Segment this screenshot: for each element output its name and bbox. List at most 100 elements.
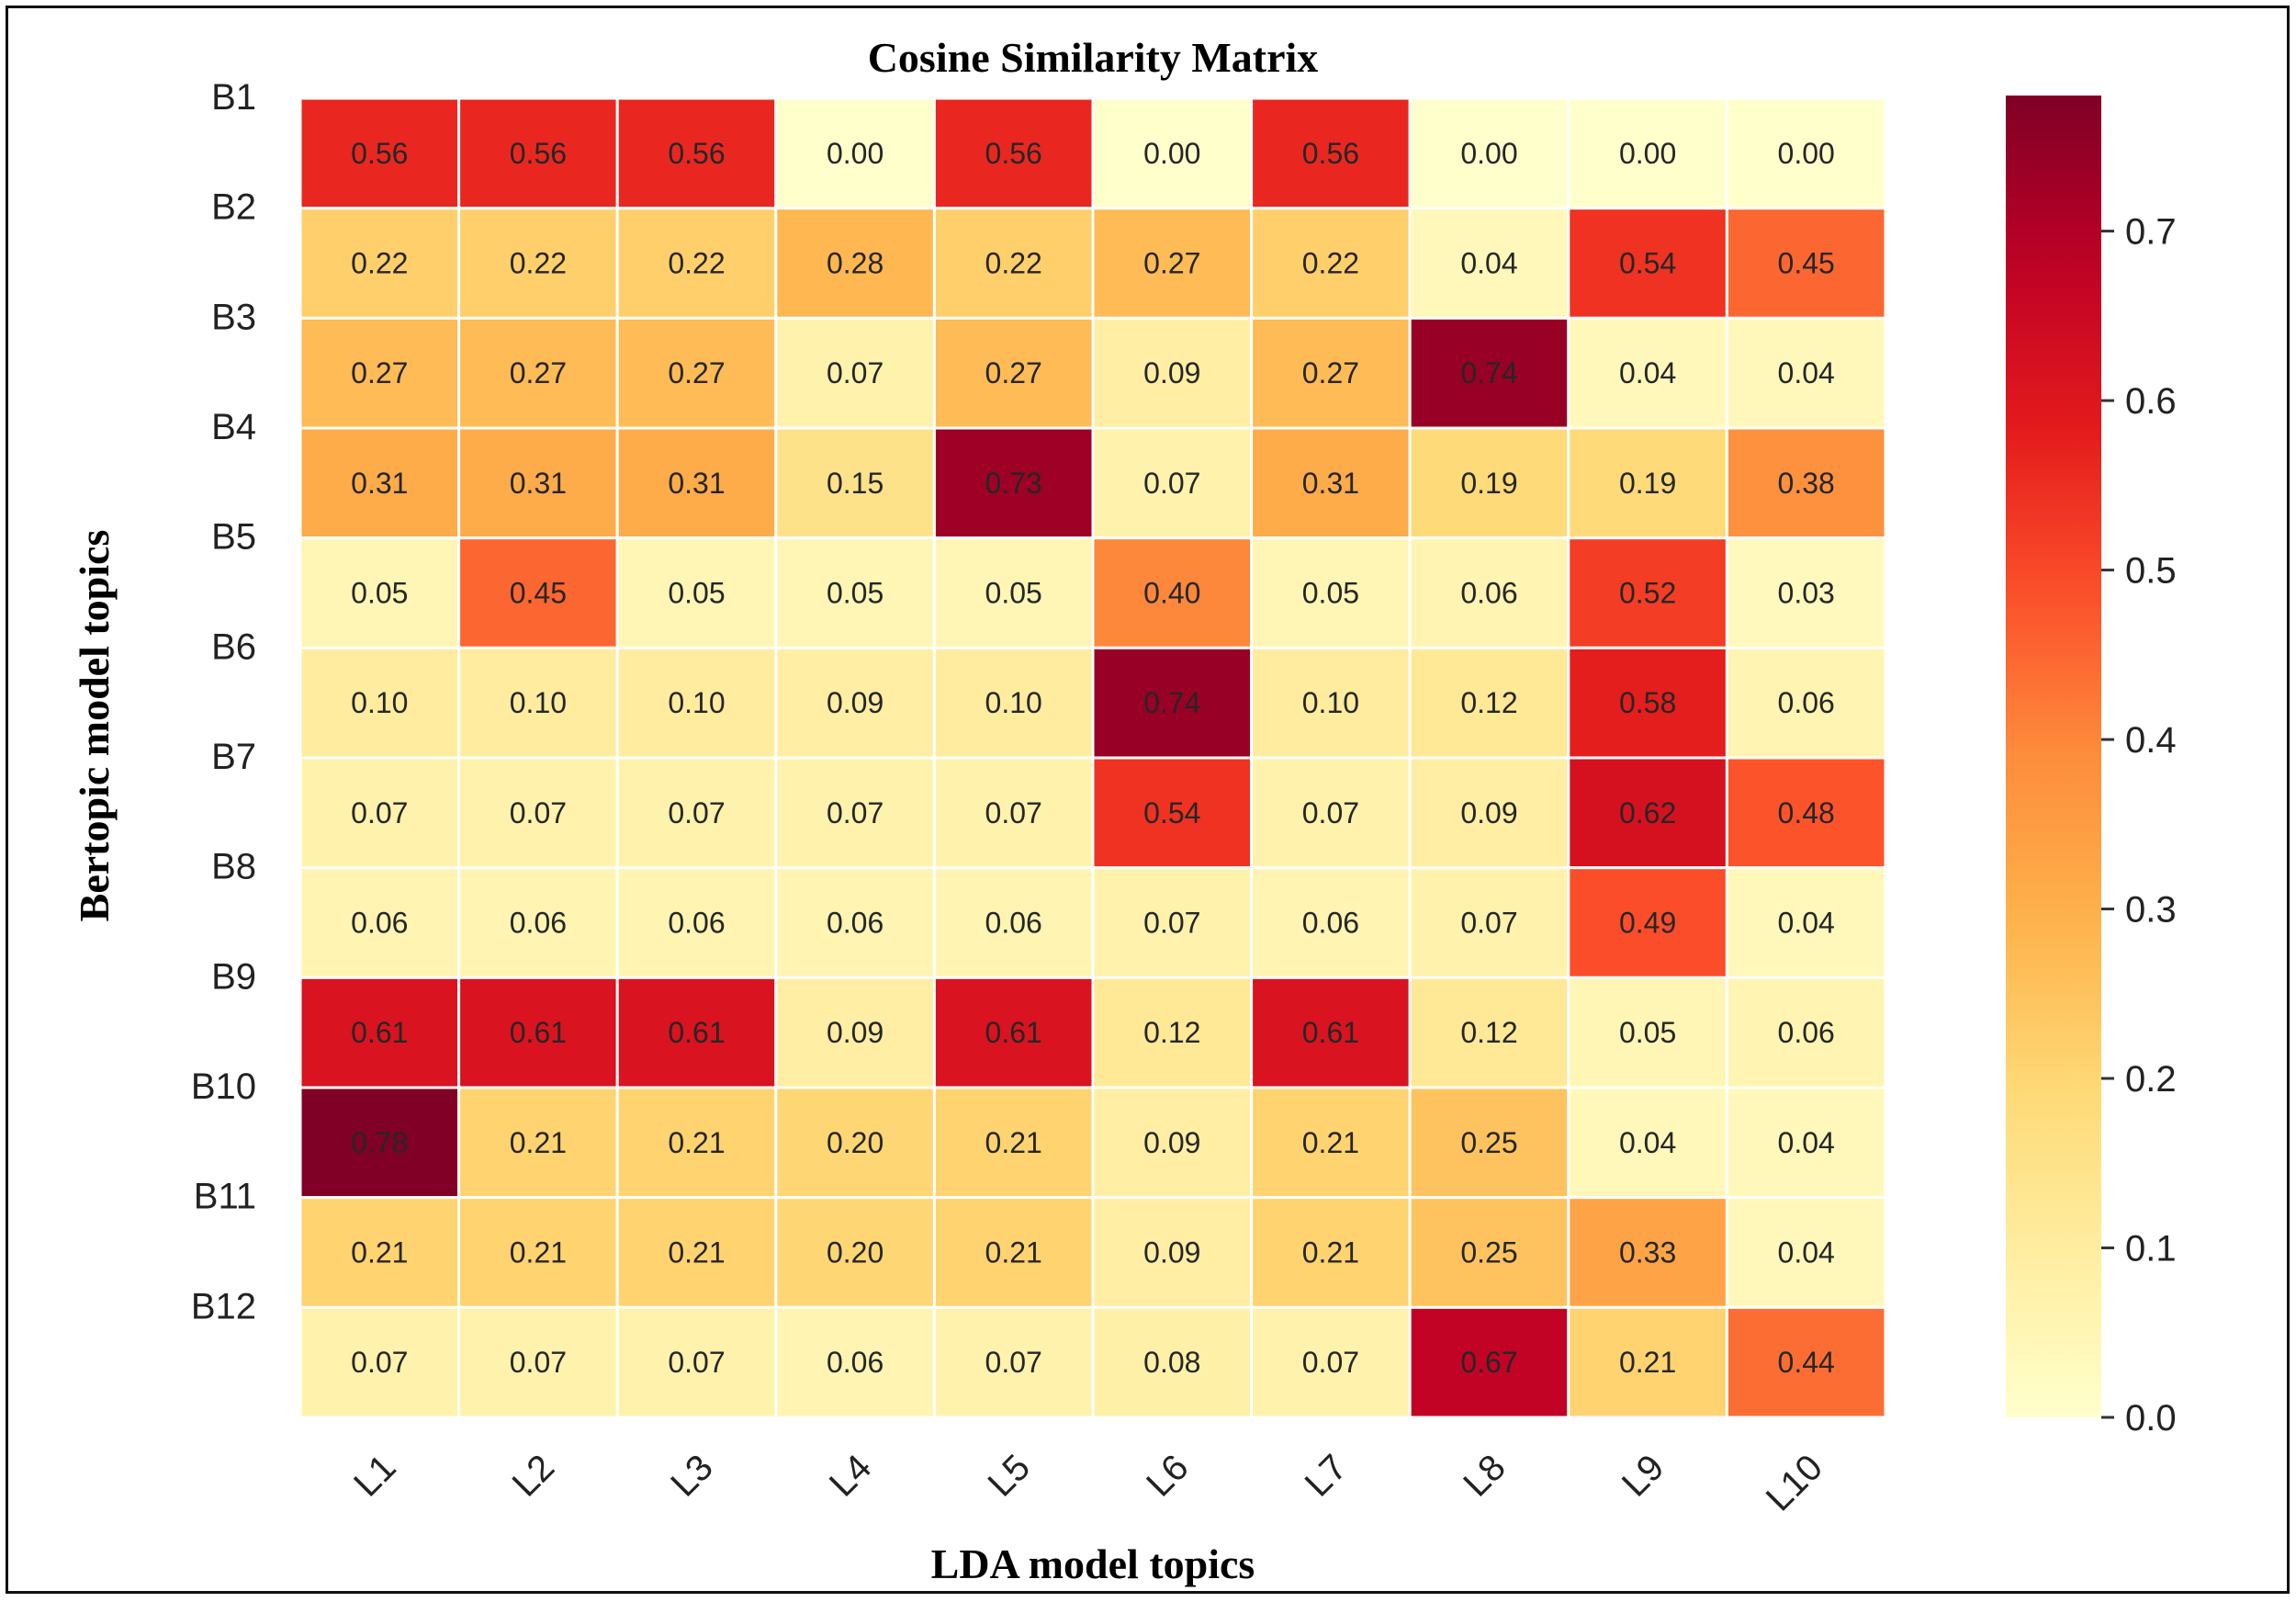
cell-value: 0.21 xyxy=(668,1126,725,1159)
cell-value: 0.31 xyxy=(510,467,567,500)
cell-rect xyxy=(1250,976,1412,1089)
cell-value: 0.27 xyxy=(668,356,725,389)
heatmap-cell: 0.05 xyxy=(774,536,936,649)
y-tick-label: B9 xyxy=(211,956,256,997)
cell-rect xyxy=(1408,646,1570,760)
heatmap-cell: 0.06 xyxy=(1250,866,1412,979)
cell-value: 0.56 xyxy=(985,137,1042,170)
cell-value: 0.45 xyxy=(510,577,567,610)
heatmap-cell: 0.58 xyxy=(1567,646,1728,760)
cell-rect xyxy=(457,96,619,210)
cell-value: 0.07 xyxy=(1143,467,1200,500)
heatmap-cell: 0.09 xyxy=(1091,1196,1254,1309)
heatmap-cell: 0.45 xyxy=(1725,207,1887,320)
cell-value: 0.05 xyxy=(985,577,1042,610)
x-tick-label: L3 xyxy=(663,1447,721,1505)
cell-rect xyxy=(457,536,619,649)
cell-value: 0.00 xyxy=(1143,137,1200,170)
cell-rect xyxy=(932,756,1095,870)
cell-value: 0.56 xyxy=(351,137,408,170)
cell-rect xyxy=(774,646,936,760)
cell-value: 0.09 xyxy=(1460,796,1517,829)
heatmap-cell: 0.52 xyxy=(1567,536,1728,649)
cell-value: 0.09 xyxy=(827,1016,884,1049)
y-tick-label: B6 xyxy=(211,626,256,667)
cell-value: 0.06 xyxy=(1460,577,1517,610)
heatmap-cell: 0.07 xyxy=(615,1305,778,1419)
cell-value: 0.06 xyxy=(827,1346,884,1379)
cell-value: 0.44 xyxy=(1778,1346,1835,1379)
cell-value: 0.48 xyxy=(1778,796,1835,829)
cell-value: 0.00 xyxy=(827,137,884,170)
heatmap-cell: 0.22 xyxy=(932,207,1095,320)
cell-rect xyxy=(1408,866,1570,979)
cell-rect xyxy=(298,1305,461,1419)
cell-rect xyxy=(1725,1305,1887,1419)
cell-rect xyxy=(932,1196,1095,1309)
heatmap-cell: 0.07 xyxy=(932,756,1095,870)
heatmap-cell: 0.21 xyxy=(615,1196,778,1309)
heatmap-cell: 0.21 xyxy=(457,1196,619,1309)
cell-value: 0.07 xyxy=(1143,907,1200,940)
heatmap-cell: 0.07 xyxy=(1250,1305,1412,1419)
colorbar-tick-label: 0.7 xyxy=(2125,212,2177,253)
colorbar-tick-label: 0.6 xyxy=(2125,381,2177,422)
heatmap-cell: 0.62 xyxy=(1567,756,1728,870)
heatmap-cell: 0.08 xyxy=(1091,1305,1254,1419)
cell-rect xyxy=(1408,1305,1570,1419)
heatmap-cell: 0.61 xyxy=(615,976,778,1089)
heatmap-cell: 0.04 xyxy=(1408,207,1570,320)
cell-rect xyxy=(615,1196,778,1309)
cell-rect xyxy=(774,207,936,320)
heatmap-cell: 0.12 xyxy=(1408,976,1570,1089)
cell-rect xyxy=(298,207,461,320)
figure-border xyxy=(6,6,2290,1594)
heatmap-cell: 0.20 xyxy=(774,1086,936,1200)
cell-rect xyxy=(615,1305,778,1419)
cell-rect xyxy=(298,316,461,430)
heatmap-cell: 0.04 xyxy=(1725,1196,1887,1309)
heatmap-cell: 0.22 xyxy=(298,207,461,320)
cell-rect xyxy=(1725,866,1887,979)
cell-rect xyxy=(457,207,619,320)
heatmap-cell: 0.06 xyxy=(774,1305,936,1419)
heatmap-cell: 0.10 xyxy=(932,646,1095,760)
cell-value: 0.78 xyxy=(351,1126,408,1159)
heatmap-cell: 0.03 xyxy=(1725,536,1887,649)
cell-rect xyxy=(1091,976,1254,1089)
colorbar-tick-label: 0.2 xyxy=(2125,1059,2177,1100)
heatmap-cell: 0.40 xyxy=(1091,536,1254,649)
y-axis-label: Bertopic model topics xyxy=(71,530,118,922)
cell-value: 0.61 xyxy=(351,1016,408,1049)
cell-rect xyxy=(457,1196,619,1309)
cell-rect xyxy=(1567,316,1728,430)
y-tick-label: B10 xyxy=(191,1066,256,1107)
cell-value: 0.00 xyxy=(1460,137,1517,170)
heatmap-cell: 0.25 xyxy=(1408,1196,1570,1309)
heatmap-cell: 0.48 xyxy=(1725,756,1887,870)
cell-value: 0.40 xyxy=(1143,577,1200,610)
cell-value: 0.06 xyxy=(351,907,408,940)
heatmap-cell: 0.21 xyxy=(1567,1305,1728,1419)
cell-value: 0.12 xyxy=(1143,1016,1200,1049)
cell-value: 0.31 xyxy=(1302,467,1359,500)
cell-value: 0.07 xyxy=(510,1346,567,1379)
cell-rect xyxy=(1091,646,1254,760)
heatmap-cell: 0.04 xyxy=(1725,316,1887,430)
cell-rect xyxy=(1250,207,1412,320)
y-tick-label: B4 xyxy=(211,407,256,447)
cell-value: 0.07 xyxy=(351,796,408,829)
cell-value: 0.31 xyxy=(668,467,725,500)
heatmap-cell: 0.21 xyxy=(1250,1196,1412,1309)
cell-value: 0.19 xyxy=(1460,467,1517,500)
colorbar-gradient xyxy=(2006,96,2101,1417)
x-tick-label: L7 xyxy=(1298,1447,1356,1505)
cell-value: 0.21 xyxy=(985,1126,1042,1159)
heatmap-cell: 0.04 xyxy=(1567,316,1728,430)
x-tick-label: L2 xyxy=(505,1447,563,1505)
cell-value: 0.06 xyxy=(1778,686,1835,719)
heatmap-cell: 0.28 xyxy=(774,207,936,320)
cell-rect xyxy=(1567,1196,1728,1309)
heatmap-cell: 0.21 xyxy=(457,1086,619,1200)
cell-value: 0.00 xyxy=(1778,137,1835,170)
